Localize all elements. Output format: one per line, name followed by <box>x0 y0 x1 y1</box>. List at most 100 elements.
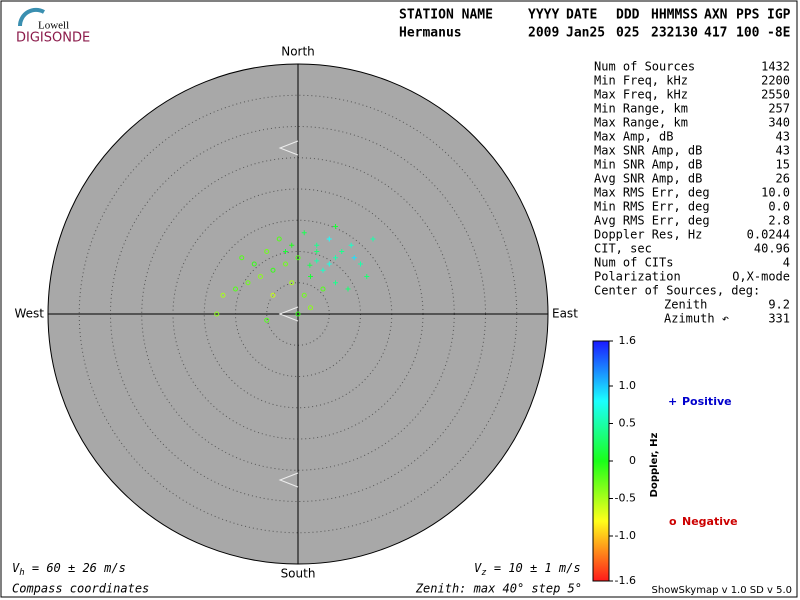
stat-label: Avg RMS Err, deg <box>594 214 710 228</box>
header-label: DDD <box>616 8 640 23</box>
source-positive <box>326 236 332 242</box>
stat-value: 4 <box>783 256 790 270</box>
source-negative <box>239 255 245 261</box>
source-negative <box>270 292 276 298</box>
source-positive <box>333 224 338 229</box>
source-positive <box>289 242 295 248</box>
stat-label: Max RMS Err, deg <box>594 186 710 200</box>
compass-south: South <box>281 567 316 581</box>
vz-symbol: V <box>474 561 482 575</box>
stat-label: Max Freq, kHz <box>594 88 688 102</box>
source-positive <box>339 249 345 254</box>
source-negative <box>289 280 295 286</box>
source-negative <box>295 311 301 317</box>
header-value: 025 <box>616 26 639 41</box>
stat-value: 40.96 <box>754 242 790 256</box>
header-label: YYYY <box>528 8 559 23</box>
stat-value: 15 <box>776 158 790 172</box>
stat-label: CIT, sec <box>594 242 652 256</box>
source-positive <box>308 274 313 279</box>
stat-value: 10.0 <box>761 186 790 200</box>
vh-sub: h <box>19 568 24 578</box>
vh-symbol: V <box>12 561 20 575</box>
stat-value: 43 <box>776 144 790 158</box>
source-negative <box>308 305 313 311</box>
stat-label: Min RMS Err, deg <box>594 200 710 214</box>
logo-big: DIGISONDE <box>16 31 90 46</box>
stat-value: 2.8 <box>768 214 790 228</box>
header-value: -8E <box>767 26 790 41</box>
source-negative <box>220 292 226 298</box>
source-positive <box>364 274 370 279</box>
header-value: Hermanus <box>399 26 462 41</box>
colorbar-tick-label: -0.5 <box>615 492 636 505</box>
vz-text: = 10 ± 1 m/s <box>487 561 581 575</box>
source-negative <box>320 286 326 292</box>
stat-value: 1432 <box>761 60 790 74</box>
source-positive <box>326 261 332 267</box>
stat-label: Min Freq, kHz <box>594 74 688 88</box>
source-negative <box>264 317 270 323</box>
header-value: 232130 <box>651 26 698 41</box>
source-positive <box>370 236 376 242</box>
stat-value: 2200 <box>761 74 790 88</box>
stat-label: Max Amp, dB <box>594 130 673 144</box>
stat-label: Max Range, km <box>594 116 688 130</box>
header-value: 100 <box>736 26 760 41</box>
legend-negative: Negative <box>682 515 738 528</box>
stat-value: 2550 <box>761 88 790 102</box>
colorbar-tick-label: 1.6 <box>619 334 637 347</box>
header-label: IGP <box>767 8 791 23</box>
source-positive <box>333 255 338 261</box>
colorbar <box>592 340 610 582</box>
marker <box>278 140 299 156</box>
logo-small: Lowell <box>38 20 69 32</box>
zenith-note: Zenith: max 40° step 5° <box>415 582 582 596</box>
legend-symbol-neg: o <box>669 515 677 528</box>
source-positive <box>283 249 288 254</box>
colorbar-tick-label: 0 <box>629 454 636 467</box>
marker <box>278 472 299 488</box>
source-negative <box>233 286 238 292</box>
stat-value: 0.0 <box>768 200 790 214</box>
source-positive <box>307 262 313 268</box>
stat-value: 340 <box>768 116 790 130</box>
legend-symbol-pos: + <box>668 395 677 408</box>
source-negative <box>295 255 301 261</box>
stat-label: Num of CITs <box>594 256 673 270</box>
stat-value: 257 <box>768 102 790 116</box>
stat-label: Polarization <box>594 270 681 284</box>
header-label: DATE <box>566 8 597 23</box>
source-negative <box>214 311 220 317</box>
header-label: STATION NAME <box>399 8 493 23</box>
stat-value: O,X-mode <box>732 270 790 284</box>
stat-value: 331 <box>768 312 790 326</box>
source-positive <box>348 242 354 248</box>
stat-value: 9.2 <box>768 298 790 312</box>
logo-arc <box>17 7 45 27</box>
source-positive <box>333 280 338 286</box>
source-negative <box>264 249 270 254</box>
marker <box>278 306 299 322</box>
vh-text: = 60 ± 26 m/s <box>25 561 126 575</box>
vz: Vz = 10 ± 1 m/s <box>474 561 581 578</box>
stat-label: Center of Sources, deg: <box>594 284 760 298</box>
source-negative <box>270 267 276 273</box>
vh: Vh = 60 ± 26 m/s <box>12 561 126 578</box>
source-negative <box>258 274 263 279</box>
legend-positive: Positive <box>682 395 732 408</box>
source-positive <box>314 249 320 254</box>
stat-value: 0.0244 <box>747 228 790 242</box>
compass-north: North <box>281 45 315 59</box>
source-positive <box>345 286 351 292</box>
stat-label: Min SNR Amp, dB <box>594 158 702 172</box>
header-label: PPS <box>736 8 760 23</box>
source-negative <box>251 261 257 267</box>
colorbar-tick-label: -1.0 <box>615 529 636 542</box>
source-positive <box>314 258 320 264</box>
source-negative <box>301 292 307 298</box>
stat-label: Avg SNR Amp, dB <box>594 172 702 186</box>
colorbar-tick-label: 1.0 <box>619 379 637 392</box>
source-negative <box>283 261 288 267</box>
header-value: 2009 <box>528 26 559 41</box>
